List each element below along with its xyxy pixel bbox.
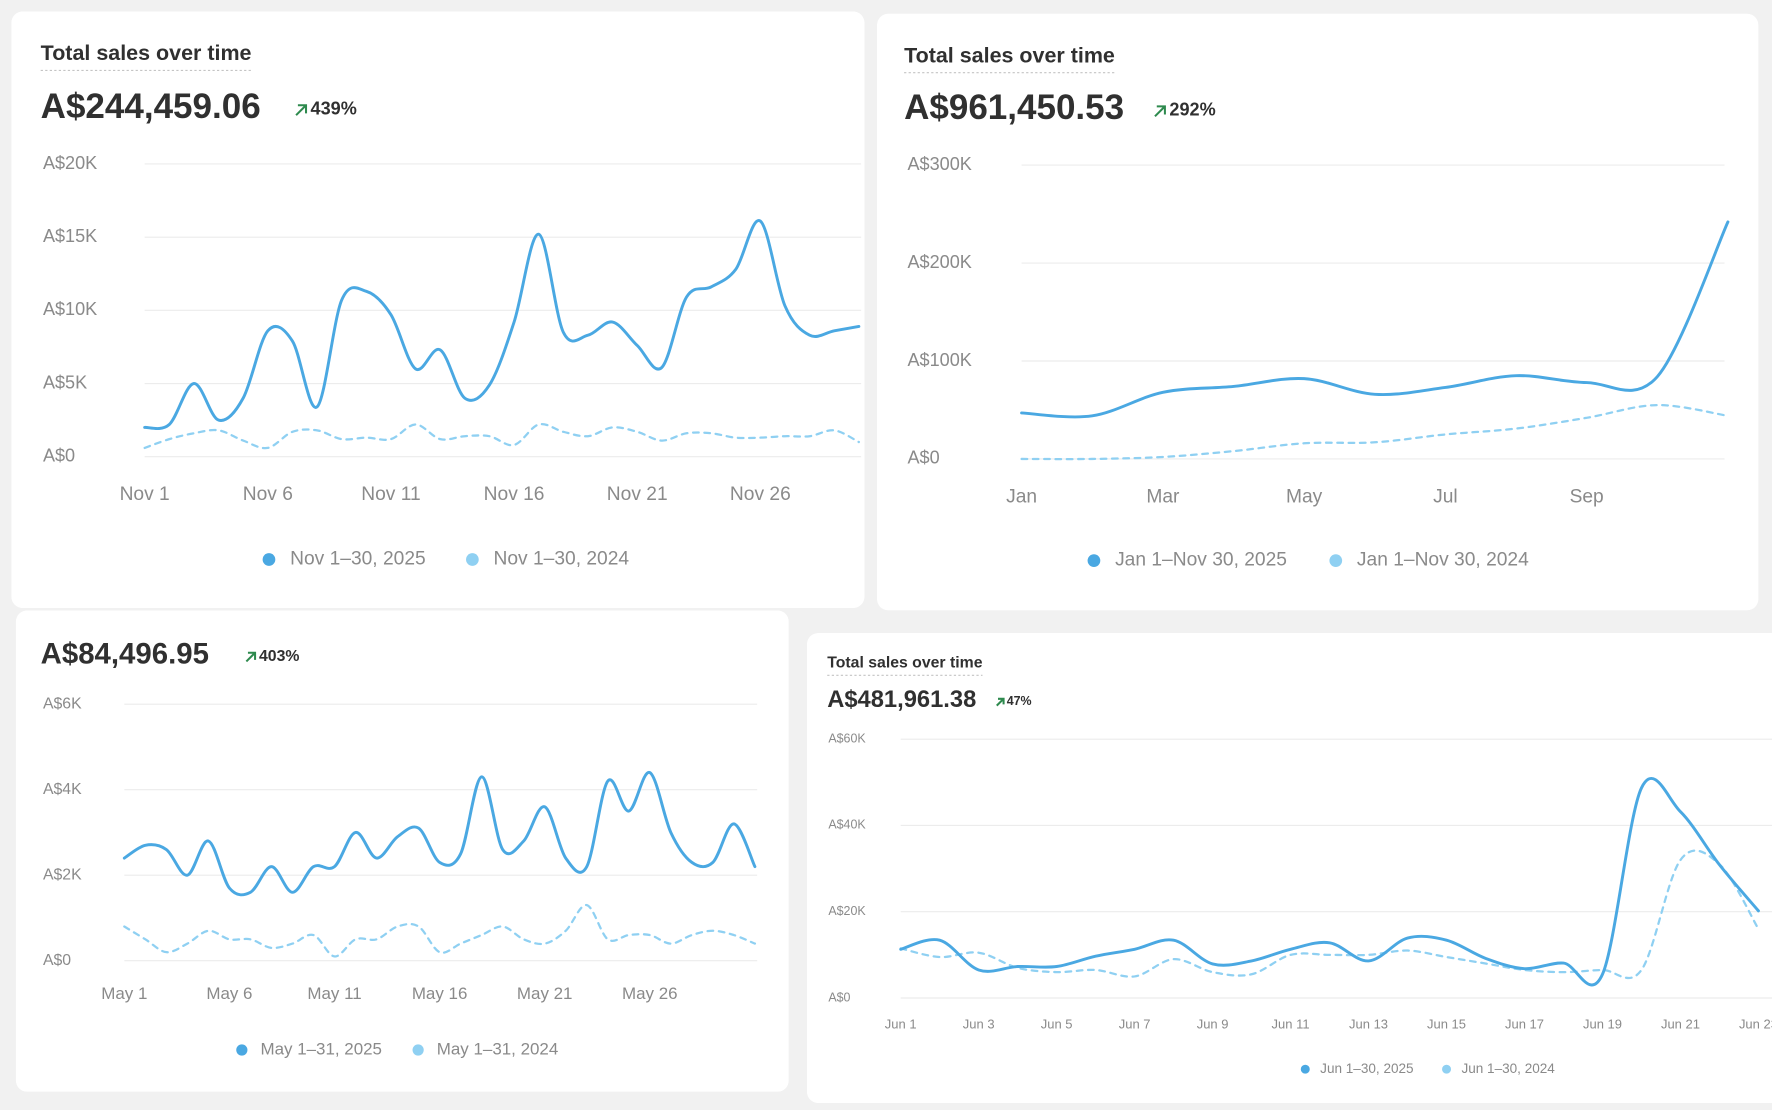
- x-tick-label: May 6: [206, 984, 252, 1003]
- series-line: [122, 771, 757, 897]
- card-background: [806, 632, 1772, 1104]
- legend-swatch: [1442, 1064, 1452, 1074]
- total-value: A$84,496.95: [41, 637, 209, 670]
- x-tick-label: Jun 21: [1661, 1017, 1700, 1032]
- total-value: A$961,450.53: [904, 88, 1124, 127]
- chart-card: Total sales over time A$961,450.53 292% A$0…: [876, 13, 1759, 611]
- y-tick-label: A$20K: [828, 904, 866, 918]
- x-tick-label: Nov 6: [243, 484, 293, 505]
- change-percent: 292%: [1169, 100, 1215, 120]
- x-tick-label: Jun 15: [1427, 1017, 1466, 1032]
- x-tick-label: Jun 11: [1272, 1017, 1310, 1032]
- x-tick-label: May 16: [412, 984, 468, 1003]
- legend-swatch: [466, 553, 479, 566]
- x-tick-label: May 1: [101, 984, 147, 1003]
- x-tick-label: Jun 5: [1041, 1017, 1073, 1032]
- series-line: [143, 219, 861, 430]
- card-background: [15, 610, 789, 1092]
- chart-title: Total sales over time: [41, 41, 252, 65]
- trend-arrow: [245, 651, 257, 663]
- change-percent: 439%: [311, 99, 357, 119]
- x-tick-label: Nov 26: [730, 484, 791, 505]
- y-tick-label: A$200K: [907, 252, 971, 272]
- series-line: [123, 903, 757, 958]
- y-tick-label: A$0: [43, 445, 75, 465]
- y-tick-label: A$40K: [828, 818, 866, 832]
- x-tick-label: May 21: [517, 984, 573, 1003]
- y-tick-label: A$10K: [43, 299, 97, 319]
- x-tick-label: Jun 1: [885, 1017, 917, 1032]
- legend-label: May 1–31, 2025: [260, 1039, 381, 1058]
- chart-card: Total sales over time A$244,459.06 439% A$0…: [11, 11, 865, 609]
- trend-arrow: [1154, 105, 1166, 118]
- y-tick-label: A$15K: [43, 226, 97, 246]
- legend-swatch: [412, 1044, 424, 1056]
- chart-card: Total sales over time A$481,961.38 47% A$0 A…: [806, 632, 1772, 1104]
- legend-label: Nov 1–30, 2025: [290, 549, 426, 570]
- y-tick-label: A$100K: [907, 350, 971, 370]
- y-tick-label: A$300K: [907, 154, 971, 174]
- y-tick-label: A$0: [828, 990, 850, 1004]
- total-value: A$481,961.38: [827, 687, 976, 713]
- x-tick-label: Sep: [1570, 486, 1604, 507]
- x-tick-label: May 26: [622, 984, 678, 1003]
- x-tick-label: Nov 1: [120, 484, 170, 505]
- chart-card: A$84,496.95 403% A$0 A$2K A$4K A$6K May 1 May 6…: [15, 610, 789, 1092]
- series-line: [899, 777, 1760, 987]
- x-tick-label: May 11: [307, 984, 361, 1003]
- x-tick-label: Jan: [1006, 486, 1037, 507]
- legend-swatch: [1329, 554, 1343, 567]
- legend-label: May 1–31, 2024: [437, 1039, 558, 1058]
- chart-title: Total sales over time: [827, 655, 982, 672]
- x-tick-label: Nov 21: [607, 484, 668, 505]
- x-tick-label: Jun 7: [1119, 1017, 1151, 1032]
- x-tick-label: Jul: [1433, 486, 1458, 507]
- y-tick-label: A$20K: [43, 153, 97, 173]
- x-tick-label: May: [1286, 486, 1323, 507]
- x-tick-label: Jun 9: [1197, 1017, 1229, 1032]
- x-tick-label: Jun 3: [963, 1017, 995, 1032]
- chart-title: Total sales over time: [904, 43, 1115, 67]
- change-percent: 47%: [1007, 694, 1032, 708]
- y-tick-label: A$5K: [43, 372, 87, 392]
- x-tick-label: Jun 23: [1739, 1017, 1772, 1032]
- legend-label: Jan 1–Nov 30, 2024: [1357, 550, 1529, 571]
- legend-swatch: [236, 1044, 248, 1056]
- x-tick-label: Jun 19: [1583, 1017, 1622, 1032]
- y-tick-label: A$6K: [43, 695, 82, 712]
- series-line: [1020, 220, 1730, 419]
- legend-label: Jun 1–30, 2025: [1320, 1061, 1413, 1076]
- total-value: A$244,459.06: [41, 87, 261, 126]
- x-tick-label: Mar: [1146, 486, 1180, 507]
- legend-swatch: [1300, 1064, 1310, 1074]
- y-tick-label: A$0: [907, 448, 939, 468]
- legend-swatch: [262, 553, 276, 566]
- x-tick-label: Jun 17: [1505, 1017, 1544, 1032]
- trend-arrow: [295, 104, 308, 116]
- legend-swatch: [1087, 554, 1101, 567]
- legend-label: Jan 1–Nov 30, 2025: [1115, 550, 1287, 571]
- y-tick-label: A$2K: [43, 866, 82, 883]
- card-background: [876, 13, 1759, 611]
- series-line: [899, 849, 1760, 980]
- y-tick-label: A$0: [43, 952, 71, 969]
- change-percent: 403%: [259, 648, 299, 665]
- x-tick-label: Nov 11: [361, 484, 420, 505]
- x-tick-label: Jun 13: [1349, 1017, 1388, 1032]
- trend-arrow: [996, 697, 1005, 707]
- legend-label: Nov 1–30, 2024: [494, 549, 630, 570]
- y-tick-label: A$4K: [43, 781, 82, 798]
- legend-label: Jun 1–30, 2024: [1461, 1061, 1555, 1076]
- x-tick-label: Nov 16: [484, 484, 545, 505]
- y-tick-label: A$60K: [828, 731, 866, 745]
- series-line: [143, 422, 861, 450]
- series-line: [1020, 403, 1730, 461]
